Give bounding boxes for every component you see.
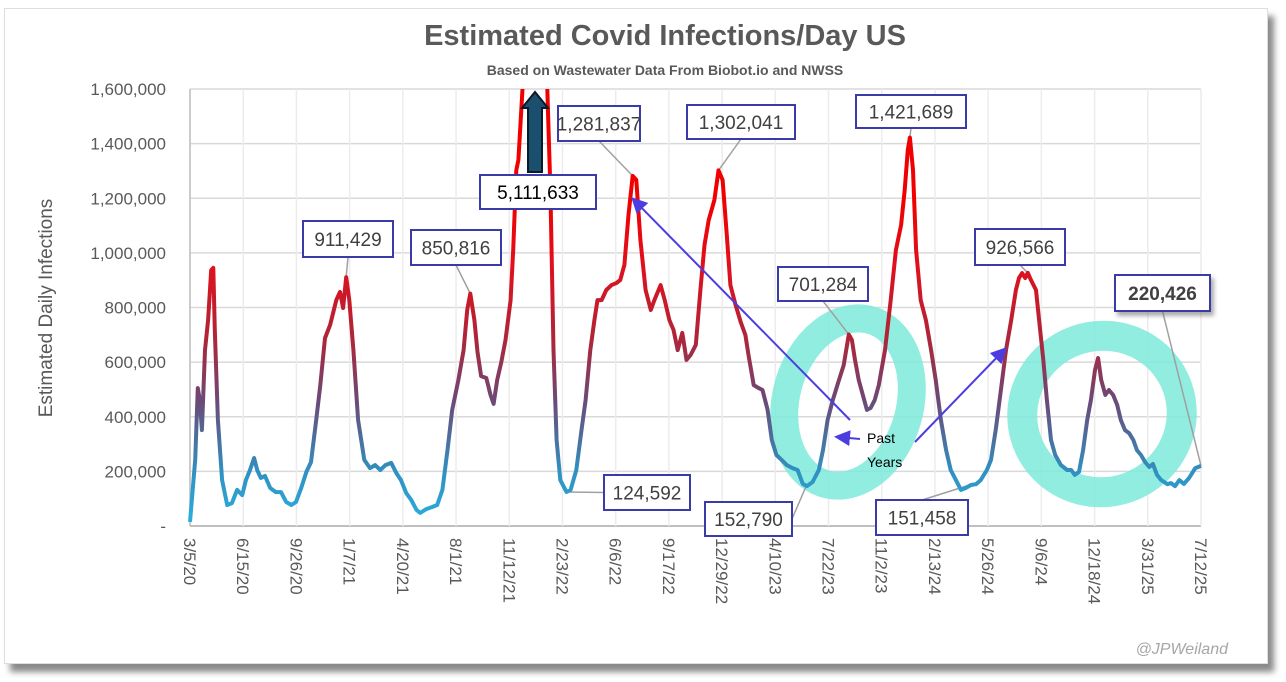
data-label-box	[974, 228, 1066, 266]
arrow-to-2023	[834, 430, 861, 447]
x-tick-label: 3/31/25	[1138, 538, 1157, 595]
data-label-text: 926,566	[986, 238, 1055, 259]
data-label: 151,458	[875, 499, 969, 536]
data-label: 926,566	[974, 228, 1066, 266]
data-label-text: 151,458	[888, 509, 957, 530]
highlight-circles	[770, 304, 1197, 508]
data-label: 5,111,633	[479, 174, 597, 210]
data-label: 1,281,837	[557, 105, 642, 142]
y-tick-label: 1,600,000	[90, 80, 166, 99]
x-tick-label: 9/17/22	[659, 538, 678, 595]
up-arrow-icon	[519, 90, 551, 173]
x-tick-label: 12/29/22	[712, 538, 731, 604]
x-tick-label: 11/2/23	[872, 538, 891, 593]
x-tick-label: 8/1/21	[446, 538, 465, 585]
x-tick-label: 4/20/21	[393, 538, 412, 595]
x-tick-label: 9/6/24	[1031, 538, 1050, 585]
data-label-text: 152,790	[714, 510, 783, 531]
data-label-text: 701,284	[789, 275, 858, 296]
data-label-box	[777, 266, 869, 302]
data-label: 220,426	[1114, 274, 1211, 312]
x-tick-label: 7/12/25	[1191, 538, 1210, 595]
leader-line	[566, 491, 605, 494]
y-tick-label: 1,200,000	[90, 189, 166, 208]
leader-line	[455, 264, 471, 294]
x-tick-label: 9/26/20	[286, 538, 305, 595]
chart-subtitle: Based on Wastewater Data From Biobot.io …	[487, 62, 844, 78]
leader-line	[598, 140, 634, 177]
leader-line	[822, 300, 850, 335]
data-label: 1,302,041	[686, 104, 796, 140]
data-label-box	[686, 104, 796, 140]
highlight-circle-2023	[770, 304, 926, 500]
y-tick-label: 1,000,000	[90, 244, 166, 263]
data-label-text: 911,429	[314, 230, 381, 251]
watermark: @JPWeiland	[1136, 641, 1230, 658]
data-label-text: 1,421,689	[869, 103, 954, 124]
data-label-box	[603, 474, 691, 511]
x-tick-label: 5/26/24	[978, 538, 997, 595]
data-label: 152,790	[704, 501, 793, 537]
data-label-box	[410, 229, 502, 266]
data-labels: 911,429 850,816 5,111,633 1,281,837 1,302,04…	[302, 94, 1211, 537]
x-tick-label: 6/6/22	[606, 538, 625, 585]
y-tick-label: 200,000	[105, 462, 166, 481]
leader-line	[1161, 310, 1202, 466]
x-tick-label: 1/7/21	[340, 538, 359, 585]
y-tick-label: 800,000	[105, 299, 166, 318]
data-label-text: 5,111,633	[497, 183, 579, 204]
data-label-box	[1114, 274, 1211, 312]
axis-ticks: - 200,000 400,000 600,000 800,000 1,000,000 1,…	[90, 80, 1210, 604]
data-label-text: 1,302,041	[699, 113, 784, 134]
x-tick-label: 7/22/23	[819, 538, 838, 595]
highlight-circle-2024	[1007, 320, 1197, 508]
data-label: 1,421,689	[855, 94, 967, 129]
leader-line	[791, 483, 808, 520]
past-years-callout: Past Years	[631, 197, 1007, 470]
data-label-box	[479, 174, 597, 210]
data-label: 701,284	[777, 266, 869, 302]
arrow-to-2022	[631, 197, 851, 421]
data-label-box	[875, 499, 969, 536]
x-tick-label: 2/23/22	[552, 538, 571, 595]
y-tick-label: 1,400,000	[90, 135, 166, 154]
data-label: 911,429	[302, 220, 394, 258]
chart-title: Estimated Covid Infections/Day US	[424, 20, 906, 52]
data-label-box	[557, 105, 641, 142]
data-label-box	[302, 220, 394, 258]
series-line	[188, 89, 1202, 523]
data-label: 124,592	[603, 474, 691, 511]
y-tick-label: 400,000	[105, 408, 166, 427]
callout-text-years: Years	[867, 454, 902, 470]
off-scale-arrow	[519, 90, 551, 173]
data-label-box	[855, 94, 967, 129]
x-tick-label: 3/5/20	[180, 538, 199, 585]
data-label-text: 124,592	[613, 484, 682, 505]
x-tick-label: 6/15/20	[233, 538, 252, 595]
x-tick-label: 11/12/21	[499, 538, 518, 603]
y-tick-label: -	[160, 517, 166, 536]
callout-text-past: Past	[867, 430, 895, 446]
data-label-box	[704, 501, 793, 537]
y-axis-label: Estimated Daily Infections	[36, 199, 57, 418]
data-label-text: 1,281,837	[557, 115, 642, 136]
data-label: 850,816	[410, 229, 502, 266]
data-label-text: 850,816	[422, 239, 491, 260]
x-tick-label: 4/10/23	[765, 538, 784, 595]
arrow-to-2024	[914, 347, 1007, 443]
leader-line	[345, 256, 349, 278]
x-tick-label: 12/18/24	[1085, 538, 1104, 604]
leader-line	[717, 138, 742, 171]
y-tick-label: 600,000	[105, 353, 166, 372]
data-label-text: 220,426	[1128, 284, 1197, 305]
x-tick-label: 2/13/24	[925, 538, 944, 595]
